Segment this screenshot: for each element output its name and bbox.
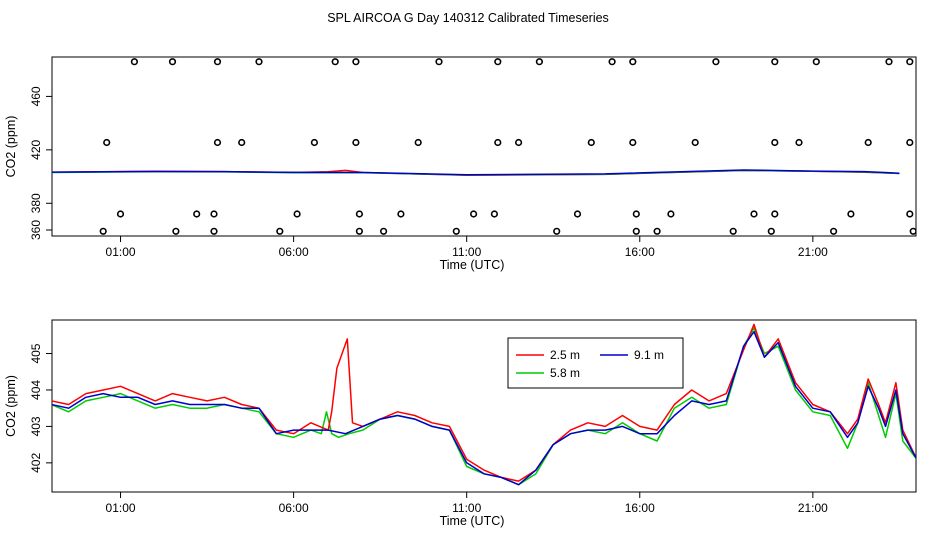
- bottom-y-tick-label: 402: [29, 453, 43, 473]
- top-x-tick-label: 11:00: [452, 245, 481, 259]
- top-scatter-point: [712, 58, 720, 66]
- bottom-y-tick-label: 403: [29, 416, 43, 436]
- top-y-tick-label: 380: [29, 193, 43, 213]
- legend-box: [507, 337, 684, 389]
- bottom-series-line-h58: [52, 327, 916, 486]
- top-y-tick-label: 420: [29, 140, 43, 160]
- top-y-tick-label: 460: [29, 86, 43, 106]
- legend-label-h91: 9.1 m: [634, 348, 664, 362]
- top-scatter-point: [172, 227, 180, 235]
- bottom-series-line-h91: [52, 330, 916, 486]
- top-x-tick-label: 16:00: [625, 245, 655, 259]
- top-scatter-point: [553, 227, 561, 235]
- top-x-axis-title: Time (UTC): [440, 258, 505, 272]
- top-data-layer: [52, 58, 916, 235]
- top-scatter-point: [494, 138, 502, 147]
- top-scatter-point: [771, 58, 779, 66]
- top-scatter-point: [355, 227, 364, 235]
- top-x-tick-label: 01:00: [106, 245, 136, 259]
- top-scatter-point: [310, 138, 319, 147]
- top-scatter-point: [355, 210, 364, 218]
- top-scatter-point: [352, 138, 360, 147]
- top-scatter-point: [885, 58, 893, 66]
- top-scatter-point: [293, 210, 301, 218]
- top-x-tick-label: 21:00: [798, 245, 828, 259]
- top-scatter-point: [771, 210, 779, 218]
- bottom-plot-frame: [51, 319, 917, 493]
- top-scatter-point: [667, 210, 675, 218]
- top-scatter-point: [608, 58, 616, 66]
- top-scatter-point: [99, 227, 107, 235]
- top-scatter-point: [909, 227, 916, 235]
- bottom-x-tick-label: 21:00: [798, 501, 828, 515]
- legend: 2.5 m 9.1 m 5.8 m: [507, 337, 684, 389]
- top-scatter-point: [210, 227, 218, 235]
- top-scatter-point: [276, 227, 284, 235]
- top-y-tick-label: 360: [29, 220, 43, 240]
- top-scatter-point: [414, 138, 422, 147]
- top-scatter-point: [691, 138, 699, 147]
- top-scatter-point: [829, 227, 838, 235]
- bottom-panel-co2-lines: 01:00 06:00 11:00 16:00 21:00 402 403 404 405 Tim…: [4, 319, 917, 528]
- top-scatter-point: [906, 210, 914, 218]
- bottom-data-layer: [52, 323, 916, 486]
- top-scatter-point: [750, 210, 758, 218]
- bottom-x-tick-label: 16:00: [625, 501, 655, 515]
- top-scatter-point: [629, 138, 637, 147]
- top-scatter-point: [130, 58, 138, 66]
- bottom-y-axis-title: CO2 (ppm): [4, 375, 18, 437]
- figure-title: SPL AIRCOA G Day 140312 Calibrated Times…: [327, 11, 609, 25]
- top-scatter-point: [352, 58, 360, 66]
- top-scatter-point: [470, 210, 478, 218]
- top-scatter-point: [494, 58, 502, 66]
- top-scatter-point: [629, 58, 637, 66]
- top-panel-co2-scatter: 01:00 06:00 11:00 16:00 21:00 360 380 420 460 Tim…: [4, 56, 917, 272]
- top-scatter-point: [331, 58, 339, 66]
- top-scatter-point: [847, 210, 855, 218]
- top-scatter-point: [767, 227, 775, 235]
- top-scatter-point: [116, 210, 125, 218]
- top-scatter-point: [906, 58, 914, 66]
- top-scatter-point: [255, 58, 263, 66]
- top-scatter-point: [812, 58, 820, 66]
- top-scatter-point: [864, 138, 872, 147]
- bottom-x-tick-label: 06:00: [279, 501, 309, 515]
- top-scatter-point: [653, 227, 661, 235]
- top-x-tick-label: 06:00: [279, 245, 309, 259]
- top-scatter-point: [213, 58, 222, 66]
- top-scatter-point: [213, 138, 222, 147]
- top-y-axis-title: CO2 (ppm): [4, 116, 18, 178]
- legend-label-h25: 2.5 m: [550, 348, 580, 362]
- top-scatter-point: [632, 210, 640, 218]
- top-scatter-point: [193, 210, 201, 218]
- top-plot-frame: [51, 56, 917, 237]
- top-scatter-point: [490, 210, 499, 218]
- legend-label-h58: 5.8 m: [550, 366, 580, 380]
- top-scatter-point: [210, 210, 218, 218]
- top-scatter-point: [514, 138, 523, 147]
- top-scatter-point: [452, 227, 460, 235]
- top-scatter-point: [795, 138, 803, 147]
- bottom-x-axis-title: Time (UTC): [440, 514, 505, 528]
- top-scatter-point: [573, 210, 582, 218]
- top-scatter-point: [103, 138, 111, 147]
- top-scatter-point: [729, 227, 737, 235]
- bottom-x-tick-label: 01:00: [106, 501, 136, 515]
- top-scatter-point: [435, 58, 443, 66]
- top-scatter-point: [771, 138, 779, 147]
- bottom-y-tick-label: 405: [29, 343, 43, 363]
- top-scatter-point: [587, 138, 595, 147]
- top-scatter-point: [632, 227, 640, 235]
- top-scatter-point: [906, 138, 914, 147]
- top-scatter-point: [380, 227, 388, 235]
- top-series-line-h91: [52, 169, 900, 176]
- top-scatter-point: [397, 210, 405, 218]
- top-scatter-point: [238, 138, 246, 147]
- bottom-y-tick-label: 404: [29, 380, 43, 400]
- bottom-x-tick-label: 11:00: [452, 501, 481, 515]
- top-scatter-point: [168, 58, 177, 66]
- bottom-series-line-h25: [52, 323, 916, 482]
- top-scatter-point: [535, 58, 544, 66]
